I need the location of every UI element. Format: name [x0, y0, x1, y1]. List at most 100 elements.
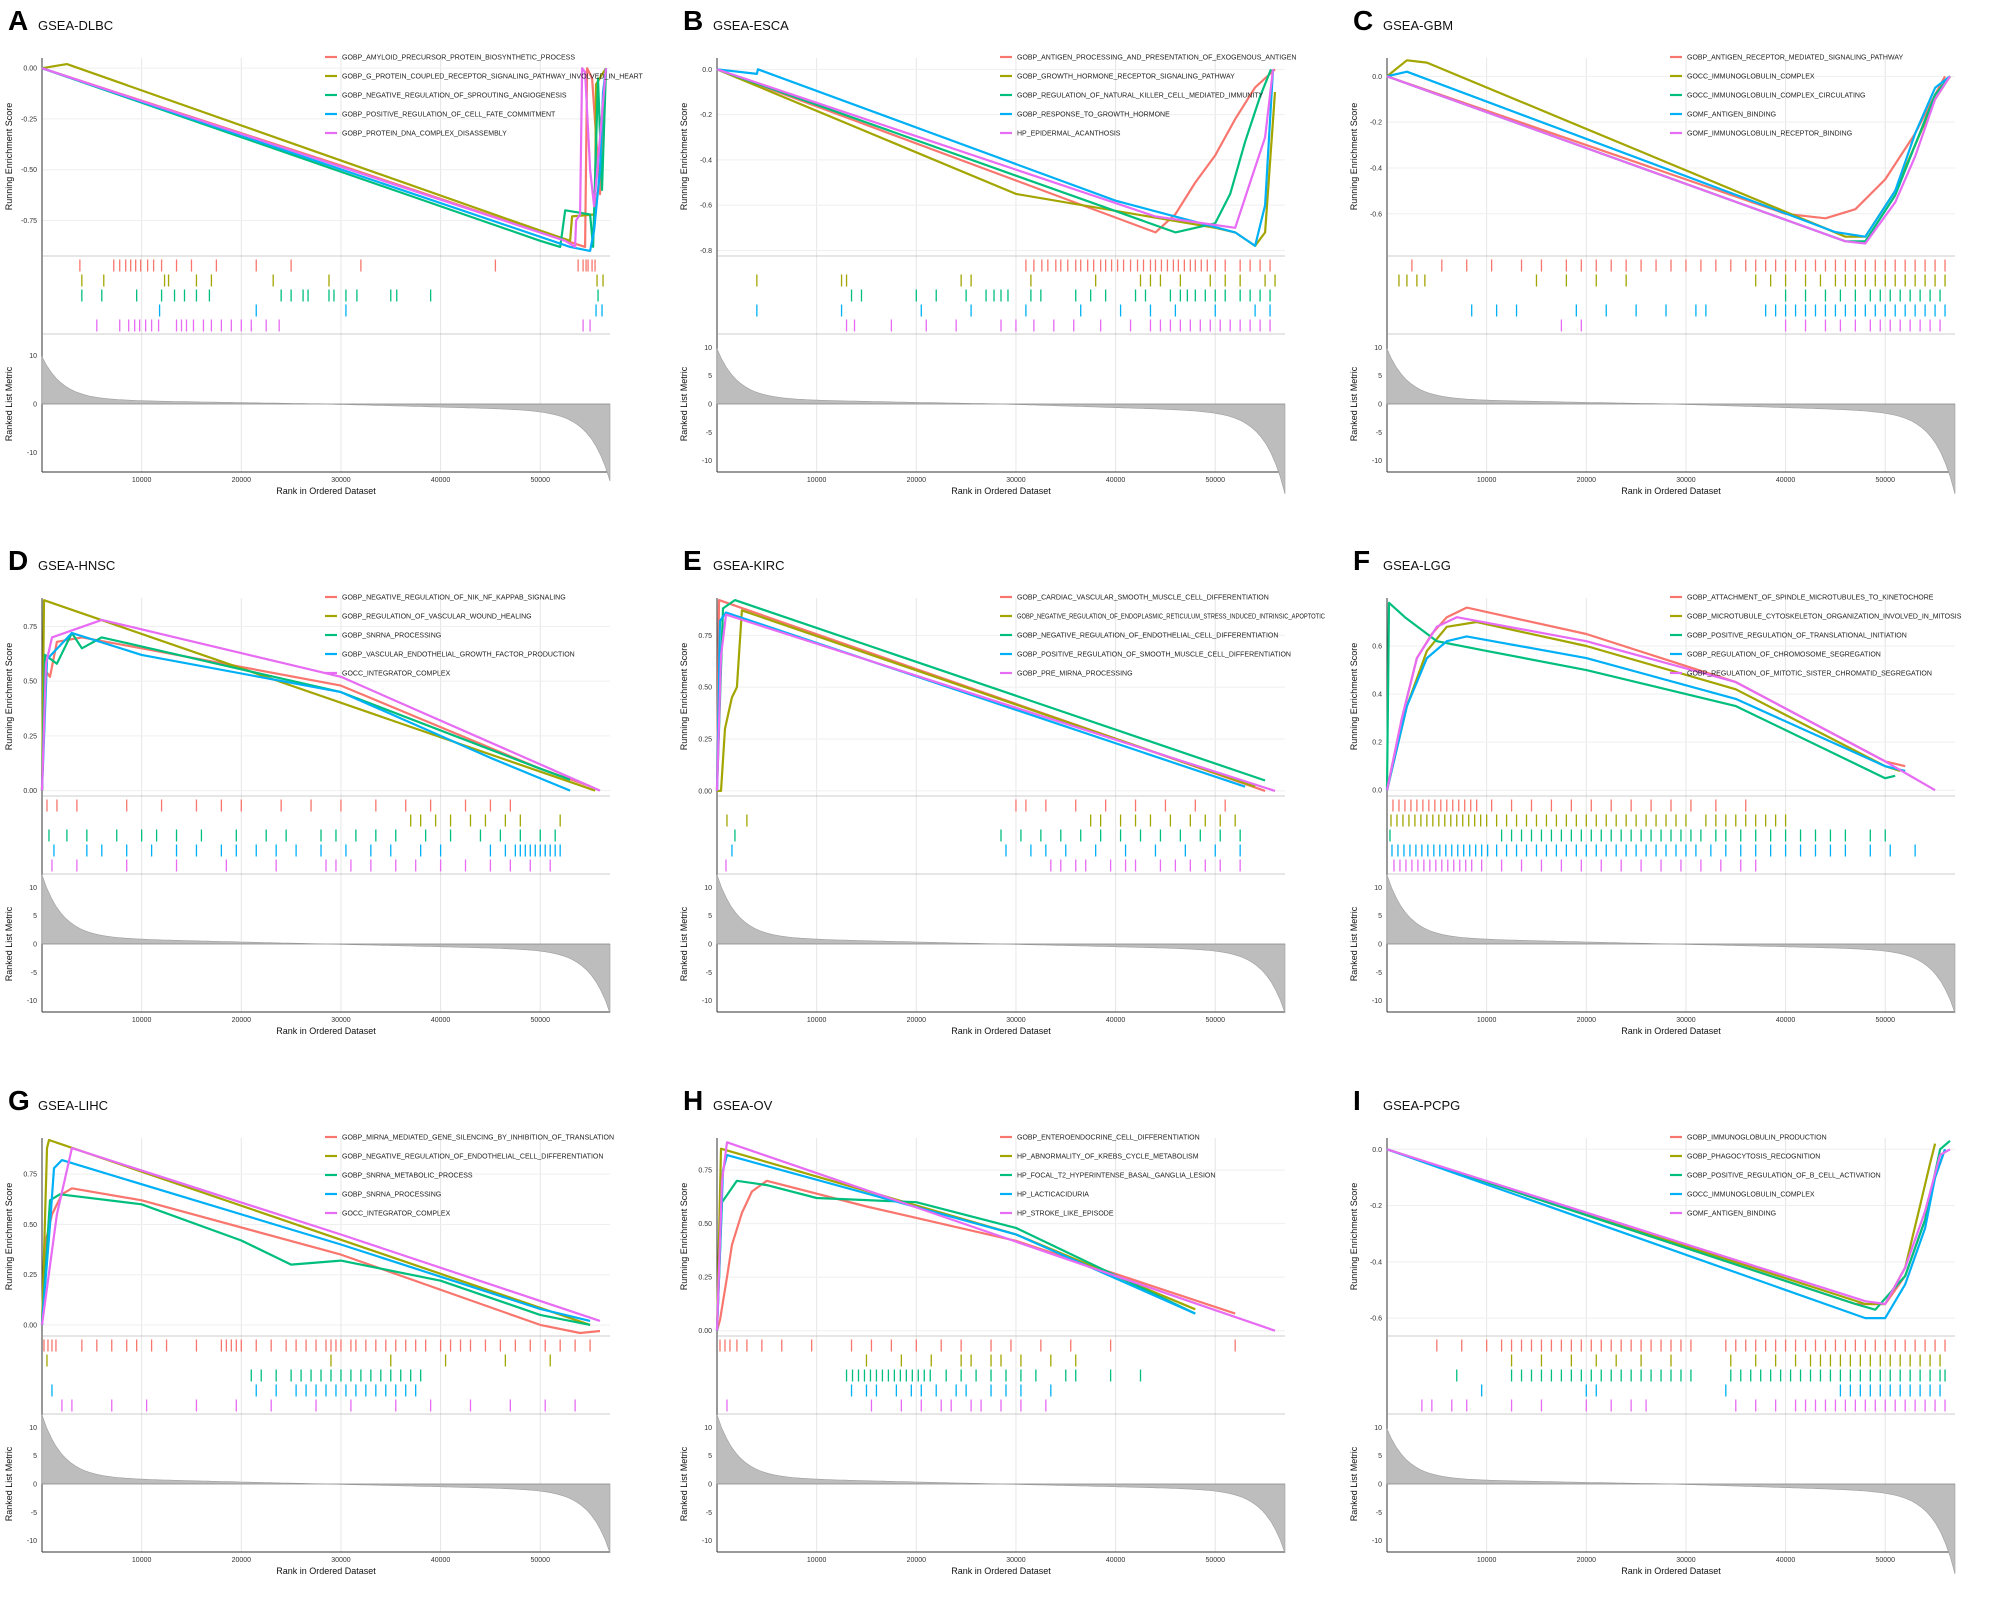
panel-title: GSEA-GBM — [1383, 18, 1453, 33]
y-tick-label: 0.2 — [1372, 740, 1382, 747]
panel-letter: G — [8, 1085, 30, 1116]
x-tick-label: 10000 — [132, 1557, 152, 1564]
y-tick-label: 0.25 — [23, 1272, 37, 1279]
x-tick-label: 30000 — [1676, 1017, 1696, 1024]
y-tick-label: 0.00 — [23, 1322, 37, 1329]
y-axis-label-enrichment: Running Enrichment Score — [1349, 643, 1359, 751]
panel-title: GSEA-ESCA — [713, 18, 789, 33]
y-axis-label-metric: Ranked List Metric — [1349, 906, 1359, 981]
x-tick-label: 20000 — [232, 1017, 252, 1024]
metric-tick-label: 5 — [33, 1453, 37, 1460]
metric-tick-label: -5 — [1376, 1510, 1382, 1517]
panel-title: GSEA-LIHC — [38, 1098, 108, 1113]
enrichment-line-2 — [40, 1138, 591, 1326]
panel-letter: E — [683, 545, 702, 576]
metric-tick-label: -5 — [1376, 430, 1382, 437]
y-tick-label: 0.4 — [1372, 692, 1382, 699]
panel-letter: I — [1353, 1085, 1361, 1116]
x-tick-label: 10000 — [132, 1017, 152, 1024]
panel-c: C GSEA-GBM 0.0 -0.2 -0.4 -0.6 10 5 0 -5 -10 10000 20… — [1349, 5, 1956, 496]
y-axis-label-enrichment: Running Enrichment Score — [1349, 103, 1359, 211]
x-tick-label: 40000 — [1106, 477, 1126, 484]
legend-entry: GOBP_SNRNA_METABOLIC_PROCESS — [342, 1173, 473, 1180]
y-axis-label-metric: Ranked List Metric — [1349, 1446, 1359, 1521]
metric-tick-label: -10 — [702, 1538, 712, 1545]
y-tick-label: 0.75 — [698, 633, 712, 640]
metric-tick-label: -5 — [706, 430, 712, 437]
y-tick-label: 0.75 — [23, 1172, 37, 1179]
metric-tick-label: -5 — [31, 970, 37, 977]
y-tick-label: 0.6 — [1372, 644, 1382, 651]
x-tick-label: 20000 — [907, 1017, 927, 1024]
y-tick-label: 0.75 — [23, 624, 37, 631]
legend-entry: GOBP_ANTIGEN_RECEPTOR_MEDIATED_SIGNALING… — [1687, 55, 1903, 62]
x-tick-label: 10000 — [1477, 1557, 1497, 1564]
legend-entry: GOCC_IMMUNOGLOBULIN_COMPLEX — [1687, 1192, 1815, 1199]
metric-tick-label: -5 — [706, 1510, 712, 1517]
x-tick-label: 10000 — [1477, 477, 1497, 484]
enrichment-line-5 — [716, 68, 1275, 229]
metric-tick-label: 0 — [1378, 1482, 1382, 1489]
x-tick-label: 20000 — [907, 477, 927, 484]
legend-entry: GOBP_NEGATIVE_REGULATION_OF_NIK_NF_KAPPA… — [342, 595, 566, 602]
enrichment-line-5 — [715, 613, 1276, 792]
legend-entry: GOBP_CARDIAC_VASCULAR_SMOOTH_MUSCLE_CELL… — [1017, 595, 1269, 602]
enrichment-line-1 — [40, 636, 591, 791]
y-tick-label: 0.75 — [698, 1168, 712, 1175]
x-tick-label: 40000 — [431, 1017, 451, 1024]
y-tick-label: 0.50 — [698, 685, 712, 692]
enrichment-line-5 — [715, 1141, 1276, 1332]
metric-tick-label: 10 — [704, 1425, 712, 1432]
enrichment-line-2 — [1386, 1143, 1937, 1306]
legend-entry: GOBP_POSITIVE_REGULATION_OF_CELL_FATE_CO… — [342, 112, 556, 119]
enrichment-line-5 — [1386, 1148, 1951, 1306]
metric-tick-label: 0 — [708, 942, 712, 949]
y-tick-label: -0.4 — [1370, 165, 1382, 172]
metric-tick-label: 5 — [708, 373, 712, 380]
legend-entry: GOBP_SNRNA_PROCESSING — [342, 1192, 441, 1199]
metric-tick-label: 0 — [708, 1482, 712, 1489]
metric-tick-label: 5 — [708, 1453, 712, 1460]
legend-entry: GOBP_NEGATIVE_REGULATION_OF_ENDOTHELIAL_… — [342, 1154, 603, 1161]
legend-entry: GOBP_PROTEIN_DNA_COMPLEX_DISASSEMBLY — [342, 131, 507, 138]
legend-entry: GOCC_INTEGRATOR_COMPLEX — [342, 671, 451, 678]
metric-tick-label: -10 — [27, 450, 37, 457]
metric-tick-label: 0 — [33, 402, 37, 409]
panel-letter: D — [8, 545, 28, 576]
y-tick-label: -0.6 — [1370, 1316, 1382, 1323]
y-tick-label: 0.0 — [1372, 1147, 1382, 1154]
x-axis-label: Rank in Ordered Dataset — [276, 1026, 376, 1036]
legend-entry: GOMF_ANTIGEN_BINDING — [1687, 112, 1776, 119]
enrichment-line-2 — [717, 609, 1256, 793]
metric-tick-label: 10 — [704, 885, 712, 892]
metric-tick-label: 0 — [708, 402, 712, 409]
legend-entry: GOBP_SNRNA_PROCESSING — [342, 633, 441, 640]
enrichment-line-5 — [40, 1146, 601, 1326]
legend-entry: GOBP_VASCULAR_ENDOTHELIAL_GROWTH_FACTOR_… — [342, 652, 575, 659]
y-axis-label-metric: Ranked List Metric — [4, 906, 14, 981]
y-axis-label-metric: Ranked List Metric — [4, 366, 14, 441]
x-tick-label: 10000 — [132, 477, 152, 484]
legend-entry: GOCC_IMMUNOGLOBULIN_COMPLEX_CIRCULATING — [1687, 93, 1865, 100]
legend-entry: GOBP_POSITIVE_REGULATION_OF_SMOOTH_MUSCL… — [1017, 652, 1291, 659]
enrichment-line-3 — [40, 1193, 591, 1326]
metric-tick-label: -10 — [1372, 998, 1382, 1005]
y-tick-label: -0.6 — [700, 203, 712, 210]
enrichment-line-2 — [1386, 59, 1951, 238]
panel-title: GSEA-OV — [713, 1098, 773, 1113]
enrichment-line-1 — [715, 1179, 1236, 1331]
metric-tick-label: -5 — [31, 1510, 37, 1517]
y-tick-label: 0.50 — [698, 1221, 712, 1228]
panel-d: D GSEA-HNSC 0.00 0.25 0.50 0.75 10 5 0 -5 -10 10000… — [4, 545, 611, 1036]
metric-tick-label: 5 — [1378, 913, 1382, 920]
y-tick-label: -0.2 — [1370, 1203, 1382, 1210]
legend-entry: HP_LACTICACIDURIA — [1017, 1192, 1089, 1199]
x-tick-label: 50000 — [1876, 1557, 1896, 1564]
y-axis-label-metric: Ranked List Metric — [679, 366, 689, 441]
y-axis-label-enrichment: Running Enrichment Score — [679, 103, 689, 211]
y-axis-label-metric: Ranked List Metric — [1349, 366, 1359, 441]
panel-letter: B — [683, 5, 703, 36]
x-tick-label: 40000 — [1106, 1017, 1126, 1024]
metric-tick-label: 5 — [1378, 373, 1382, 380]
